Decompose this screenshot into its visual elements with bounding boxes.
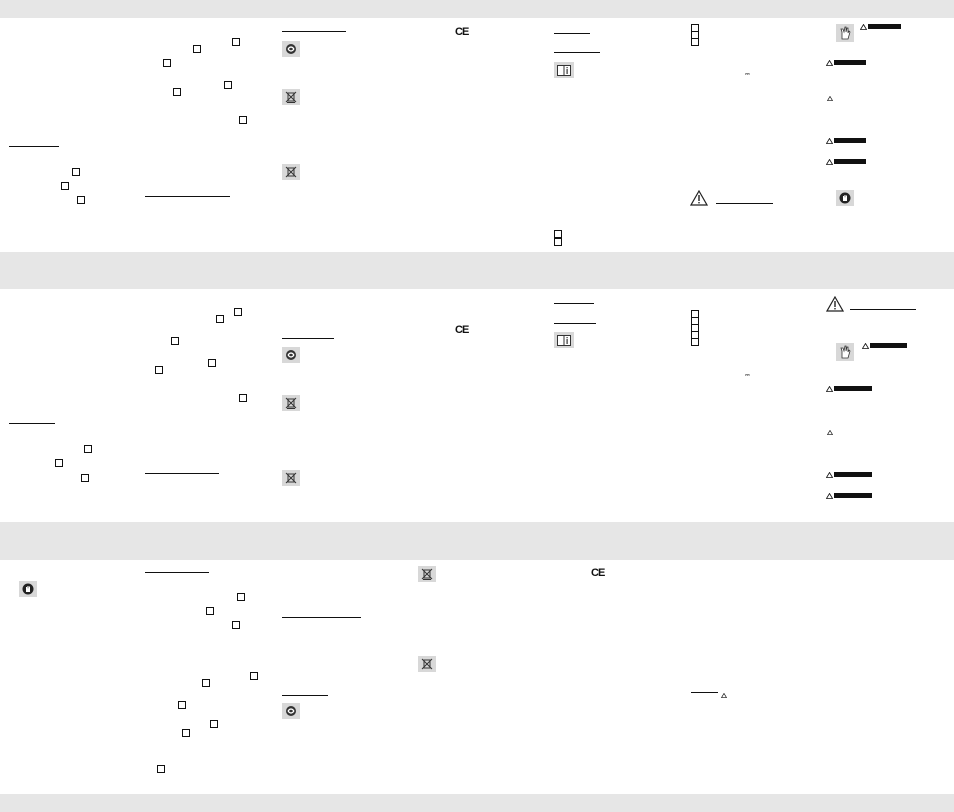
battery-bin-icon [282,470,300,486]
heading-rule [282,31,346,32]
glove-icon [836,343,854,361]
header-band-top [0,0,954,18]
info-book-icon [554,332,574,348]
checkbox [208,359,216,367]
glove-icon [836,24,854,42]
recycling-icon [282,347,300,363]
checkbox [216,315,224,323]
header-band-section-2 [0,252,954,289]
heading-rule [282,617,361,618]
ce-mark: CE [591,567,605,579]
heading-rule [716,203,773,204]
recycling-icon [282,41,300,57]
heading-rule [554,323,596,324]
warning-triangle-icon [690,190,708,206]
warning-small-icon [862,343,869,349]
warning-label-bar [834,138,866,143]
footer-band [0,794,954,812]
warning-small-icon [826,138,833,144]
dc-symbol: ⎓ [745,72,750,78]
heading-rule [282,695,328,696]
checkbox [224,81,232,89]
checkbox [171,337,179,345]
weee-bin-icon [282,395,300,411]
checkbox [202,679,210,687]
checkbox [239,394,247,402]
checkbox [234,308,242,316]
warning-small-icon [721,693,727,698]
checkbox [84,445,92,453]
warning-small-icon [826,159,833,165]
checkbox [193,45,201,53]
checkbox [163,59,171,67]
checkbox [206,607,214,615]
heading-rule [691,692,718,693]
ce-mark: CE [455,324,469,336]
warning-label-bar [870,343,907,348]
checkbox [210,720,218,728]
checkbox [691,338,699,346]
warning-label-bar [834,493,872,498]
heading-rule [850,309,916,310]
warning-label-bar [834,386,872,391]
warning-small-icon [826,493,833,499]
checkbox [77,196,85,204]
dc-symbol: ⎓ [745,373,750,379]
checkbox [250,672,258,680]
warning-label-bar [834,159,866,164]
checkbox [182,729,190,737]
checkbox [61,182,69,190]
heading-rule [145,196,230,197]
checkbox [691,38,699,46]
ce-mark: CE [455,26,469,38]
heading-rule [145,572,209,573]
warning-small-icon [826,472,833,478]
battery-bin-icon [418,656,436,672]
weee-bin-icon [282,89,300,105]
hand-protection-icon [19,581,37,597]
checkbox [554,238,562,246]
checkbox [554,230,562,238]
heading-rule [554,303,594,304]
heading-rule [145,473,219,474]
heading-rule [554,33,590,34]
checkbox [237,593,245,601]
checkbox [232,38,240,46]
heading-rule [554,52,600,53]
checkbox [178,701,186,709]
warning-small-icon [827,430,833,435]
checkbox [155,366,163,374]
warning-triangle-icon [826,296,844,312]
checkbox [239,116,247,124]
warning-label-bar [834,60,866,65]
heading-rule [9,423,55,424]
warning-label-bar [868,24,901,29]
info-book-icon [554,62,574,78]
checkbox [55,459,63,467]
heading-rule [282,338,334,339]
warning-small-icon [826,60,833,66]
checkbox [232,621,240,629]
warning-small-icon [860,24,867,30]
battery-bin-icon [282,164,300,180]
recycling-icon [282,703,300,719]
warning-small-icon [827,96,833,101]
heading-rule [9,146,59,147]
checkbox [157,765,165,773]
weee-bin-icon [418,566,436,582]
warning-label-bar [834,472,872,477]
checkbox [81,474,89,482]
header-band-section-3 [0,522,954,560]
hand-protection-icon [836,190,854,206]
checkbox [72,168,80,176]
checkbox [173,88,181,96]
warning-small-icon [826,386,833,392]
